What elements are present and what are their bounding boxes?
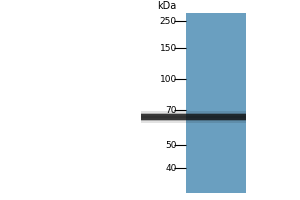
Text: 100: 100 xyxy=(160,75,177,84)
Text: 40: 40 xyxy=(166,164,177,173)
Text: 250: 250 xyxy=(160,17,177,26)
Text: 50: 50 xyxy=(165,141,177,150)
Text: 70: 70 xyxy=(165,106,177,115)
Text: 150: 150 xyxy=(160,44,177,53)
Text: kDa: kDa xyxy=(158,1,177,11)
